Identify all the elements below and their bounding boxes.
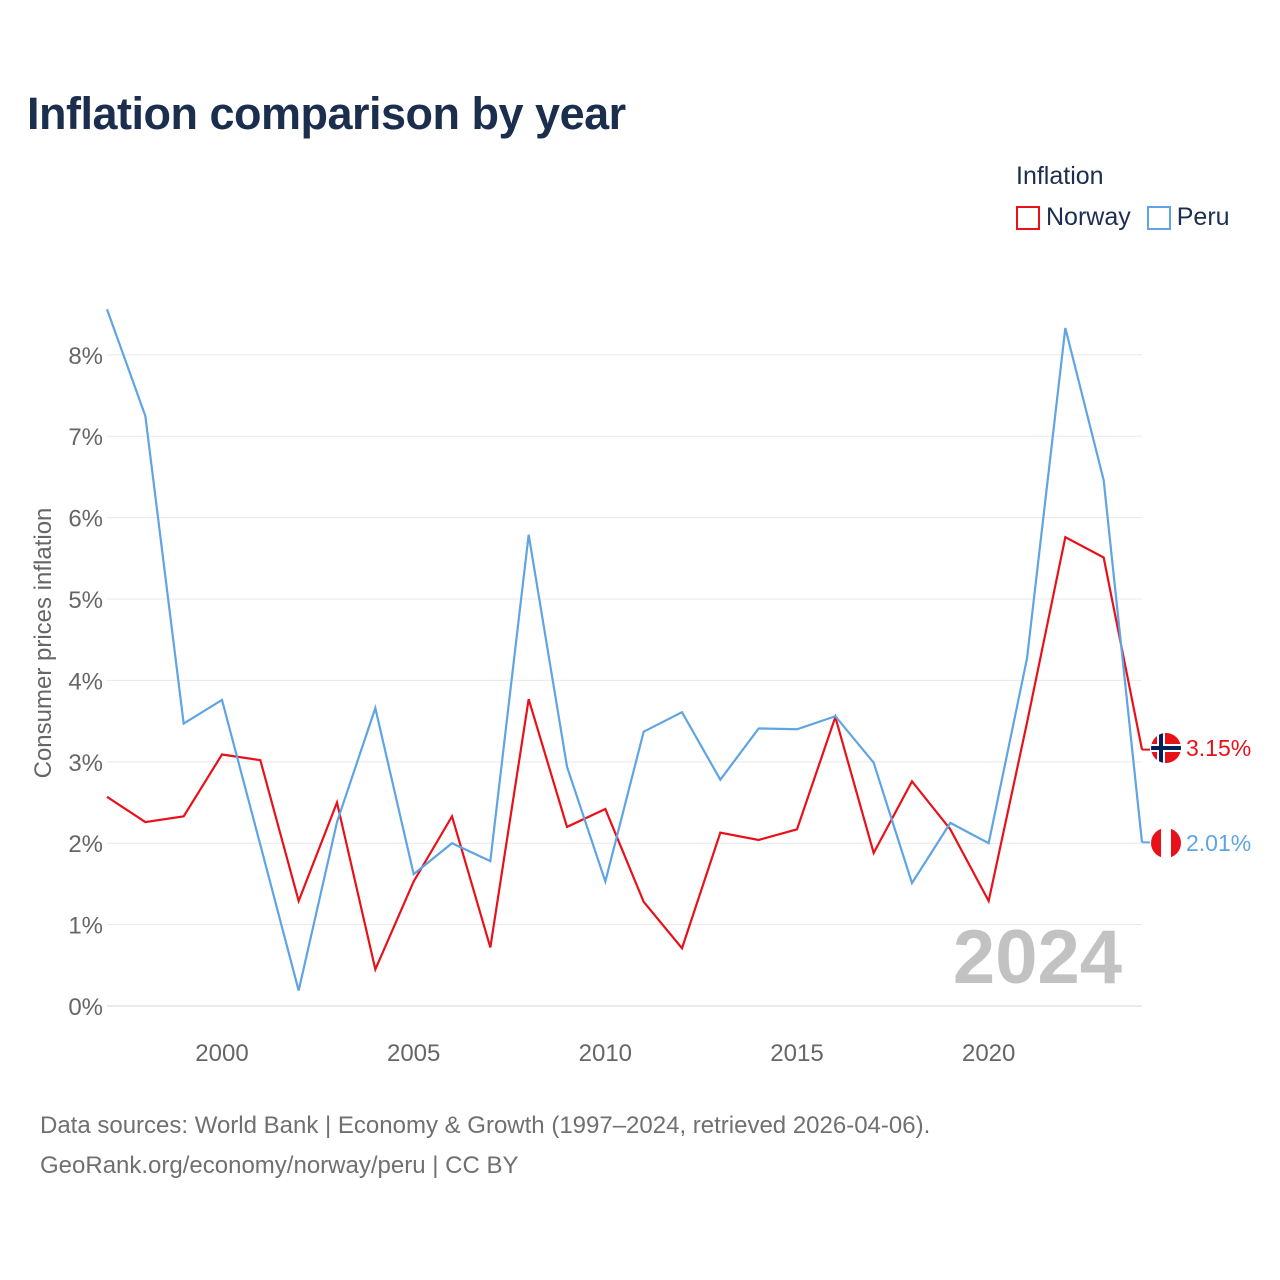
legend-title: Inflation bbox=[1016, 162, 1104, 190]
y-axis-label: Consumer prices inflation bbox=[30, 508, 57, 779]
year-watermark: 2024 bbox=[953, 915, 1122, 1000]
y-tick-label-1: 1% bbox=[68, 913, 103, 940]
end-label-norway: 3.15% bbox=[1186, 735, 1251, 761]
source-url-text[interactable]: GeoRank.org/economy/norway/peru | CC BY bbox=[40, 1152, 519, 1179]
chart-title: Inflation comparison by year bbox=[27, 88, 626, 139]
x-tick-label-2010: 2010 bbox=[579, 1040, 632, 1067]
x-tick-label-2020: 2020 bbox=[962, 1040, 1015, 1067]
line-chart: 0% 1% 2% 3% 4% 5% 6% 7% 8% 2000 2005 2010 2015 2020 Co… bbox=[30, 308, 1251, 1067]
y-tick-label-8: 8% bbox=[68, 343, 103, 370]
y-tick-label-6: 6% bbox=[68, 506, 103, 533]
x-tick-label-2000: 2000 bbox=[195, 1040, 248, 1067]
x-tick-label-2005: 2005 bbox=[387, 1040, 440, 1067]
series-line-norway bbox=[106, 535, 1144, 973]
y-tick-label-3: 3% bbox=[68, 750, 103, 777]
legend-swatch-norway bbox=[1016, 205, 1040, 230]
y-tick-label-7: 7% bbox=[68, 424, 103, 451]
peru-flag-icon bbox=[1151, 828, 1181, 858]
legend-swatch-peru bbox=[1146, 205, 1171, 230]
y-tick-label-2: 2% bbox=[68, 831, 103, 858]
end-label-peru: 2.01% bbox=[1186, 830, 1251, 856]
y-tick-label-4: 4% bbox=[68, 668, 103, 695]
legend-label-peru: Peru bbox=[1176, 203, 1230, 231]
norway-flag-icon bbox=[1151, 733, 1181, 763]
legend: Inflation Norway Peru bbox=[1016, 162, 1230, 232]
y-tick-label-5: 5% bbox=[68, 587, 103, 614]
legend-label-norway: Norway bbox=[1046, 203, 1131, 231]
x-tick-label-2015: 2015 bbox=[770, 1040, 823, 1067]
footer: Data sources: World Bank | Economy & Gro… bbox=[40, 1106, 930, 1186]
y-tick-label-0: 0% bbox=[68, 994, 103, 1021]
legend-item-peru[interactable]: Peru bbox=[1146, 203, 1230, 232]
data-source-text: Data sources: World Bank | Economy & Gro… bbox=[40, 1112, 931, 1139]
series-line-peru bbox=[105, 308, 1144, 991]
legend-item-norway[interactable]: Norway bbox=[1016, 203, 1131, 232]
